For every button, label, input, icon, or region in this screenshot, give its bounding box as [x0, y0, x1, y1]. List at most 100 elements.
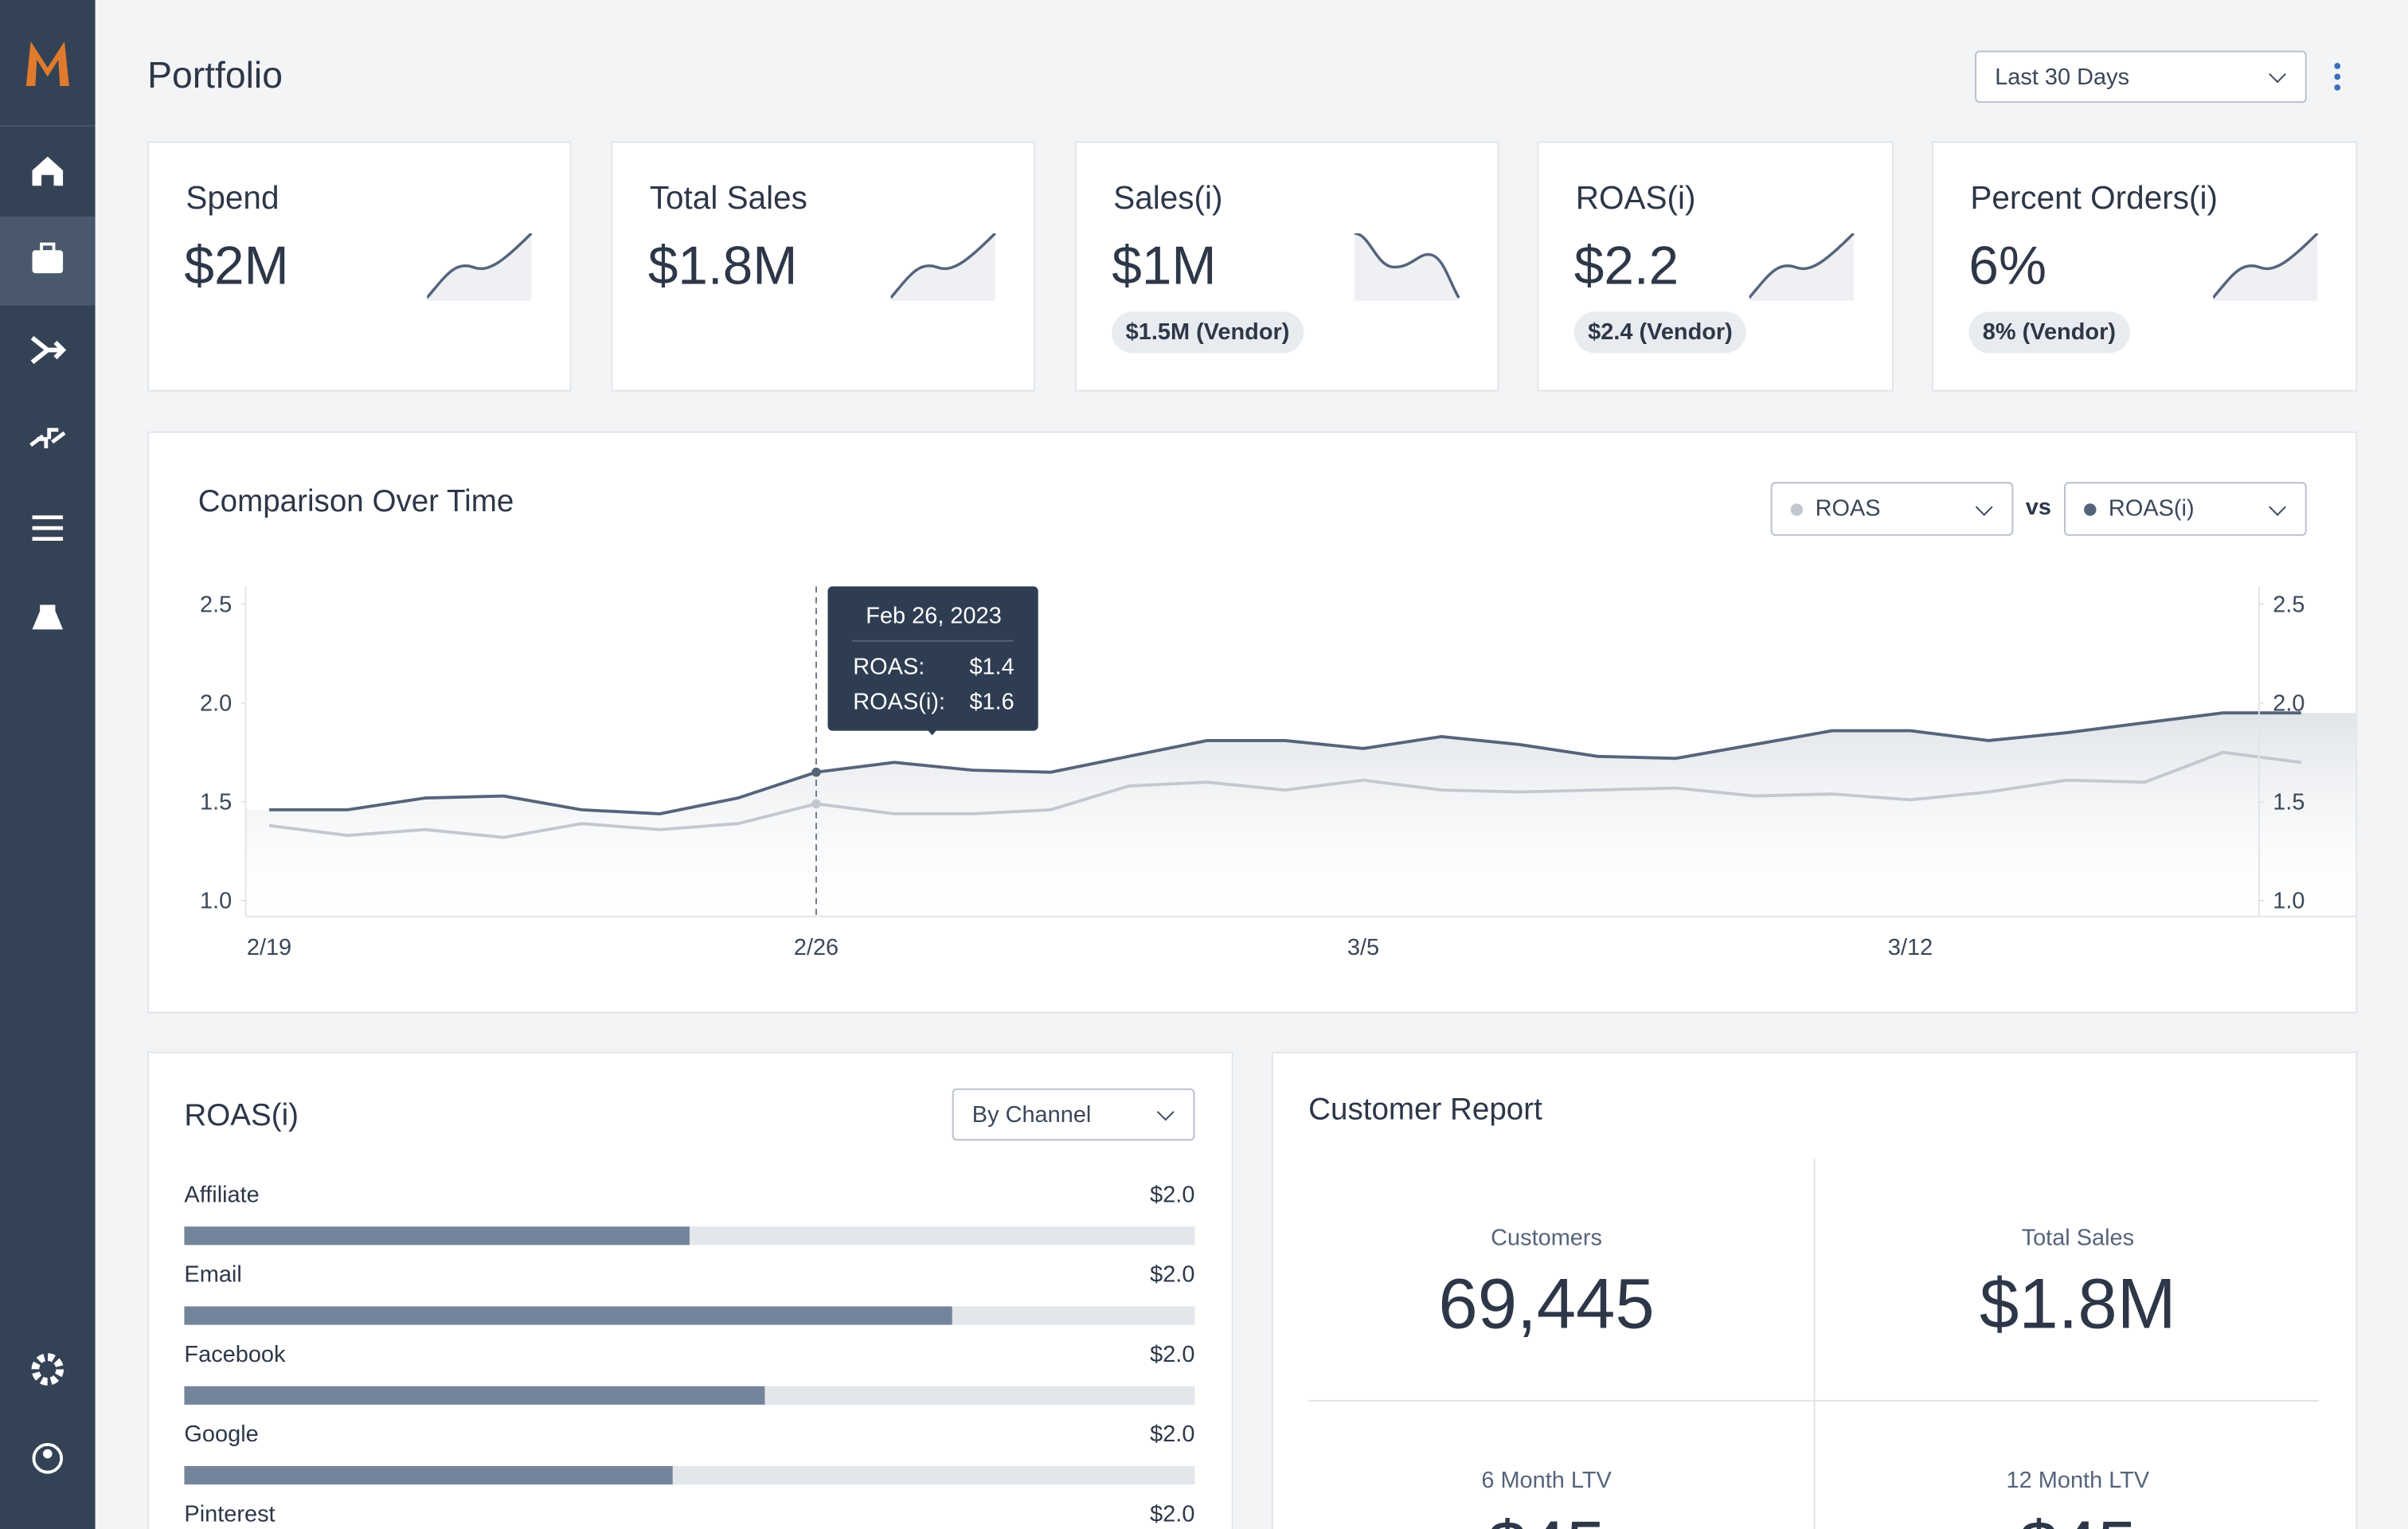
metric-value: 69,445: [1438, 1263, 1655, 1343]
kpi-value: 6%: [1968, 236, 2047, 297]
bar-label: Pinterest: [184, 1501, 276, 1528]
bar-value: $2.0: [1150, 1261, 1195, 1289]
kpi-value: $1.8M: [647, 236, 798, 297]
metric-label: Total Sales: [2021, 1225, 2135, 1252]
series-line: [269, 711, 2301, 815]
portfolio-icon[interactable]: [32, 250, 64, 274]
x-tick-label: 2/26: [794, 935, 838, 960]
divider: [1813, 1159, 1816, 1529]
sparkline: [890, 233, 996, 301]
metric-value: $1.8M: [1980, 1263, 2176, 1343]
bar-label: Affiliate: [184, 1182, 260, 1209]
plot: [245, 711, 2356, 917]
x-tick-label: 3/5: [1347, 935, 1379, 960]
date-range-dropdown[interactable]: Last 30 Days: [1975, 50, 2307, 104]
kpi-label: ROAS(i): [1575, 181, 1696, 217]
page-title: Portfolio: [147, 55, 283, 97]
kpi-vendor: $2.4 (Vendor): [1573, 311, 1747, 354]
bar-label: Google: [184, 1421, 259, 1448]
bar-label: Facebook: [184, 1341, 286, 1368]
sparkline: [1354, 233, 1460, 301]
x-tick-label: 2/19: [247, 935, 291, 960]
logo[interactable]: [25, 41, 69, 86]
area: [245, 713, 2356, 917]
kpi-value: $2.2: [1573, 236, 1679, 297]
sparkline-line: [427, 233, 533, 299]
metric-label: 6 Month LTV: [1481, 1467, 1612, 1494]
account-icon-head: [42, 1449, 53, 1459]
hover-point: [811, 767, 821, 777]
y-tick-label: 1.0: [2273, 889, 2304, 914]
chart-title: Comparison Over Time: [197, 485, 514, 519]
date-range: Last 30 Days: [1995, 63, 2130, 90]
group-by: By Channel: [971, 1101, 1092, 1128]
more-menu[interactable]: [2327, 58, 2348, 95]
sparkline-line: [1749, 233, 1855, 299]
series-line: [268, 750, 2302, 839]
metric-value: $45: [1239, 1504, 1853, 1529]
merge-icon[interactable]: [29, 428, 66, 448]
tooltip-value: $1.4: [969, 654, 1014, 680]
metric-label: Customers: [1491, 1225, 1603, 1252]
metric-right: ROAS(i): [2108, 495, 2195, 522]
y-tick-label: 2.0: [2273, 690, 2304, 716]
hover-point: [811, 799, 821, 809]
kpi-value: $2M: [184, 236, 289, 297]
bar: [184, 1226, 690, 1245]
sparkline-area: [1354, 233, 1460, 301]
bar-value: $2.0: [1150, 1421, 1195, 1448]
group-by-dropdown[interactable]: By Channel: [952, 1088, 1195, 1141]
y-tick-label: 2.0: [200, 690, 232, 716]
sparkline-area: [1749, 233, 1854, 301]
kpi-label: Total Sales: [649, 181, 807, 217]
tooltip-caret: [924, 724, 943, 736]
settings-sliders-icon[interactable]: [32, 515, 64, 542]
bar-value: $2.0: [1150, 1501, 1195, 1528]
kpi-label: Spend: [186, 181, 280, 217]
bar: [184, 1306, 952, 1325]
kpi-vendor: 8% (Vendor): [1968, 311, 2130, 354]
metric-dropdown-right[interactable]: ROAS(i): [2063, 482, 2307, 536]
home-icon[interactable]: [32, 156, 64, 186]
customer-title: Customer Report: [1308, 1093, 1542, 1127]
kpi-label: Percent Orders(i): [1970, 181, 2218, 217]
kpi-value: $1M: [1112, 236, 1217, 297]
tooltip-divider: [853, 639, 1014, 642]
bar: [184, 1465, 673, 1485]
sparkline-area: [890, 233, 995, 301]
sparkline-area: [427, 233, 532, 301]
flow-icon[interactable]: [30, 335, 67, 365]
y-tick-label: 1.0: [200, 889, 232, 914]
sparkline-line: [1354, 233, 1460, 299]
kpi-vendor: $1.5M (Vendor): [1112, 311, 1304, 354]
bar-value: $2.0: [1150, 1341, 1195, 1368]
divider: [1308, 1400, 2320, 1402]
sparkline-area: [2213, 233, 2318, 301]
y-tick-label: 2.5: [2273, 592, 2304, 617]
sparkline-line: [2213, 233, 2319, 299]
metric-left: ROAS: [1815, 495, 1881, 522]
tooltip-label: ROAS(i):: [853, 689, 946, 716]
x-tick-label: 3/12: [1888, 935, 1933, 960]
roas-title: ROAS(i): [184, 1099, 299, 1133]
kpi-label: Sales(i): [1113, 181, 1223, 217]
sparkline: [1749, 233, 1855, 301]
tooltip-value: $1.6: [969, 689, 1014, 716]
bar-value: $2.0: [1150, 1182, 1195, 1209]
metric-value: $45: [1771, 1504, 2385, 1529]
y-tick-label: 2.5: [200, 592, 232, 617]
account-icon[interactable]: [32, 1443, 64, 1474]
metric-dropdown-left[interactable]: ROAS: [1770, 482, 2014, 536]
tooltip: Feb 26, 2023 ROAS: $1.4 ROAS(i): $1.6: [828, 586, 1039, 736]
tooltip-label: ROAS:: [853, 654, 925, 680]
sparkline-line: [890, 233, 996, 299]
sparkline: [2213, 233, 2319, 301]
sidebar-icons: [0, 41, 96, 1474]
tooltip-date: Feb 26, 2023: [866, 603, 1002, 630]
metric-label: 12 Month LTV: [2006, 1467, 2150, 1494]
lab-icon[interactable]: [32, 604, 64, 630]
bar: [184, 1386, 764, 1405]
y-tick-label: 1.5: [200, 790, 232, 815]
